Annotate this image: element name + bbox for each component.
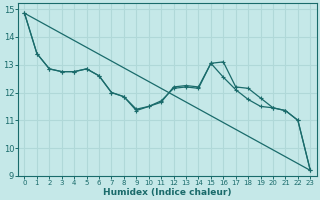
X-axis label: Humidex (Indice chaleur): Humidex (Indice chaleur) xyxy=(103,188,232,197)
